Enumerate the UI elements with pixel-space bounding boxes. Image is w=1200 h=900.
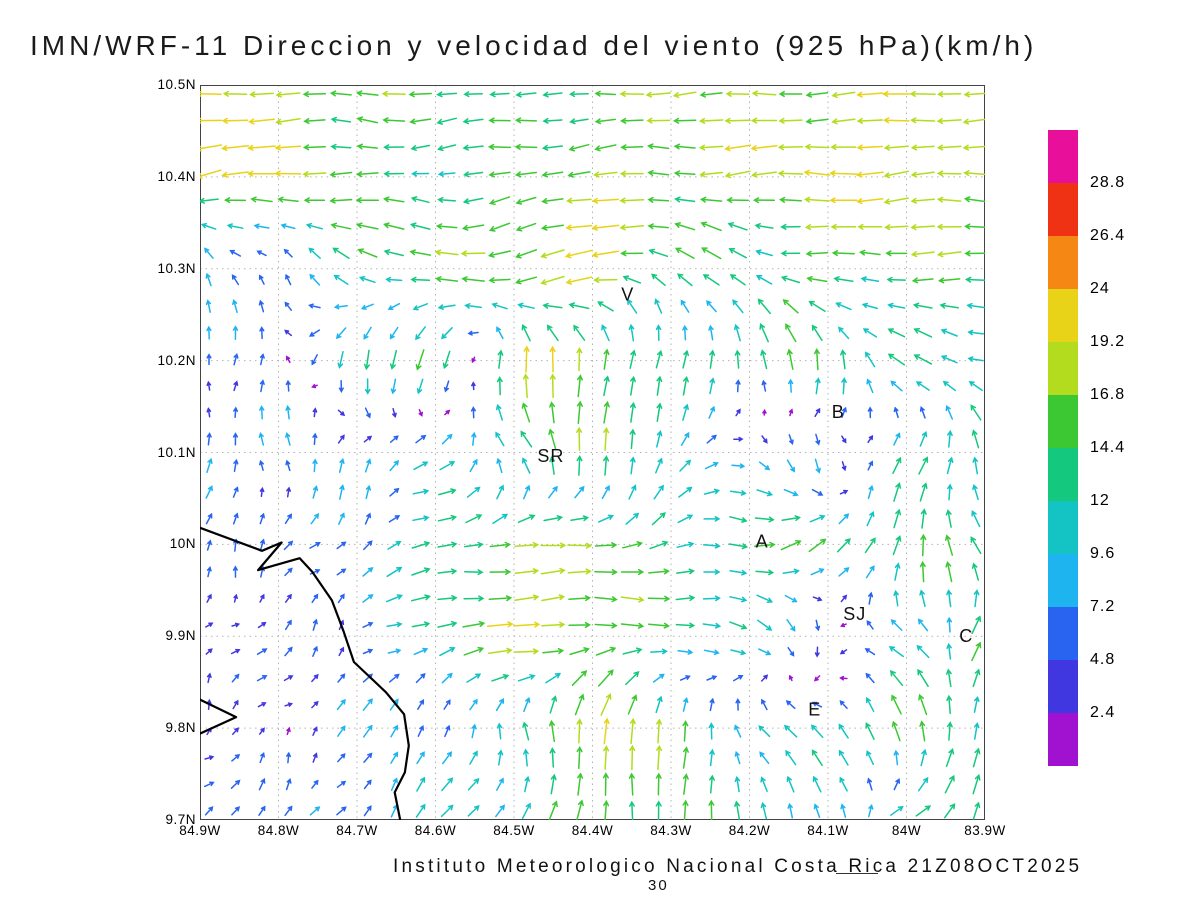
x-tick-label: 84.3W bbox=[650, 823, 692, 838]
plot-frame bbox=[200, 85, 985, 820]
station-label: C bbox=[959, 626, 973, 646]
station-label: V bbox=[621, 285, 634, 305]
page-number: 30 bbox=[648, 877, 669, 894]
plot-area: V B SR A SJ C E bbox=[195, 85, 989, 822]
x-tick-label: 84.2W bbox=[728, 823, 771, 838]
colorbar-segment bbox=[1048, 183, 1078, 236]
colorbar-label: 12 bbox=[1090, 492, 1110, 509]
colorbar-label: 19.2 bbox=[1090, 333, 1126, 350]
y-tick-label: 10.3N bbox=[157, 260, 196, 276]
colorbar-segment bbox=[1048, 236, 1078, 289]
colorbar-label: 2.4 bbox=[1090, 704, 1116, 721]
x-tick-label: 84.6W bbox=[414, 823, 457, 838]
y-tick-label: 9.9N bbox=[165, 628, 196, 644]
x-tick-label: 84.9W bbox=[179, 823, 221, 838]
footer-underline bbox=[836, 873, 878, 874]
gridlines bbox=[200, 85, 985, 820]
station-label: SR bbox=[537, 446, 564, 466]
station-label: B bbox=[832, 402, 845, 422]
station-label: E bbox=[808, 700, 821, 720]
y-tick-label: 10.5N bbox=[157, 77, 196, 92]
colorbar-segment bbox=[1048, 607, 1078, 660]
colorbar-segment bbox=[1048, 660, 1078, 713]
y-axis: 10.5N 10.4N 10.3N 10.2N 10.1N 10N 9.9N 9.8N 9.7N bbox=[144, 77, 196, 827]
x-tick-label: 84.1W bbox=[807, 823, 849, 838]
x-axis: 84.9W 84.8W 84.7W 84.6W 84.5W 84.4W 84.3W 84.2W… bbox=[179, 823, 1005, 841]
y-tick-label: 10.1N bbox=[157, 444, 196, 460]
x-tick-label: 84.5W bbox=[493, 823, 535, 838]
wind-arrows bbox=[195, 90, 989, 822]
x-tick-label: 84.8W bbox=[257, 823, 300, 838]
coastline-path bbox=[198, 526, 410, 822]
y-tick-label: 9.8N bbox=[165, 720, 196, 736]
station-label: SJ bbox=[843, 604, 866, 624]
chart-title: IMN/WRF-11 Direccion y velocidad del vie… bbox=[30, 30, 1038, 61]
y-tick-label: 10.2N bbox=[157, 352, 196, 368]
wind-vector-plot: V B SR A SJ C E bbox=[195, 85, 989, 822]
colorbar-segment bbox=[1048, 395, 1078, 448]
colorbar-label: 14.4 bbox=[1090, 439, 1126, 456]
y-tick-label: 10N bbox=[169, 536, 196, 552]
colorbar bbox=[1048, 130, 1078, 766]
y-tick-label: 9.7N bbox=[165, 812, 196, 827]
y-tick-label: 10.4N bbox=[157, 168, 196, 184]
colorbar-segment bbox=[1048, 289, 1078, 342]
colorbar-label: 28.8 bbox=[1090, 174, 1126, 191]
colorbar-segment bbox=[1048, 501, 1078, 554]
x-tick-label: 84W bbox=[891, 823, 922, 838]
colorbar-segment bbox=[1048, 448, 1078, 501]
colorbar-label: 7.2 bbox=[1090, 598, 1116, 615]
x-tick-label: 84.4W bbox=[571, 823, 614, 838]
colorbar-label: 9.6 bbox=[1090, 545, 1116, 562]
colorbar-label: 16.8 bbox=[1090, 386, 1126, 403]
colorbar-segment bbox=[1048, 130, 1078, 183]
x-tick-label: 84.7W bbox=[336, 823, 378, 838]
footer-credit: Instituto Meteorologico Nacional Costa R… bbox=[393, 856, 1083, 877]
colorbar-label: 26.4 bbox=[1090, 227, 1126, 244]
station-label: A bbox=[756, 532, 769, 552]
colorbar-labels: 28.8 26.4 24 19.2 16.8 14.4 12 9.6 7.2 4.8 2.4 bbox=[1090, 130, 1150, 770]
colorbar-segment bbox=[1048, 713, 1078, 766]
colorbar-label: 4.8 bbox=[1090, 651, 1116, 668]
colorbar-segment bbox=[1048, 342, 1078, 395]
x-tick-label: 83.9W bbox=[964, 823, 1006, 838]
colorbar-segment bbox=[1048, 554, 1078, 607]
coastline-path bbox=[198, 698, 238, 735]
colorbar-label: 24 bbox=[1090, 280, 1110, 297]
